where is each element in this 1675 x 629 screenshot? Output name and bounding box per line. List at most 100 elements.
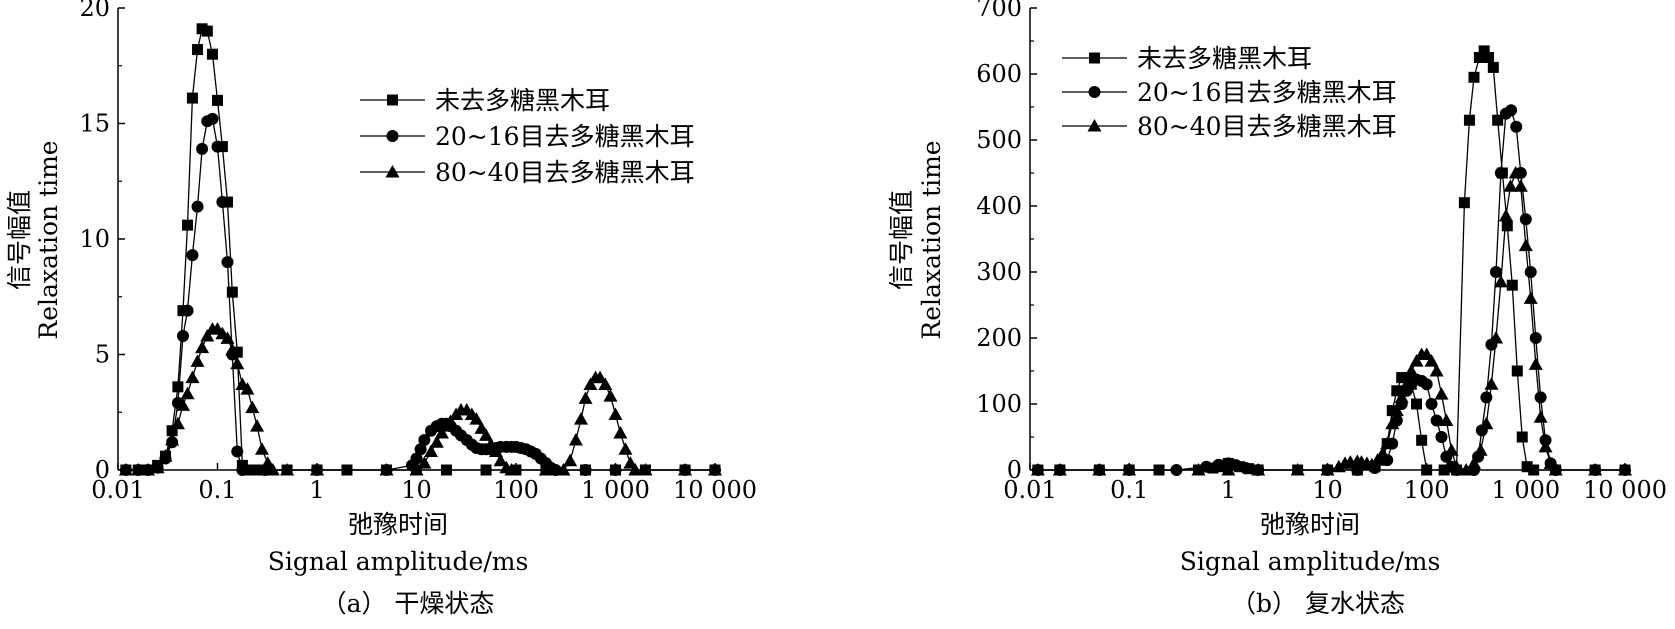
data-point-triangle	[265, 463, 280, 476]
data-point-circle	[414, 443, 427, 456]
legend-marker-square	[1089, 52, 1100, 64]
legend-label: 未去多糖黑木耳	[1137, 44, 1312, 73]
data-point-triangle	[175, 398, 190, 411]
data-point-circle	[1505, 104, 1518, 117]
data-point-triangle	[618, 442, 633, 455]
data-point-triangle	[200, 329, 215, 342]
data-point-triangle	[598, 377, 613, 391]
data-point-square	[226, 286, 238, 298]
data-point-square	[480, 464, 492, 476]
y-tick-label: 500	[976, 126, 1022, 154]
data-point-triangle	[417, 456, 432, 469]
series-line	[1037, 109, 1625, 471]
legend-marker-circle	[386, 130, 399, 142]
data-point-triangle	[1370, 453, 1385, 466]
data-point-square	[166, 425, 178, 437]
y-axis-label-cn: 信号幅值	[887, 190, 916, 290]
data-point-circle	[1435, 431, 1448, 443]
data-point-circle	[216, 196, 229, 209]
y-axis-label-en: Relaxation time	[34, 140, 63, 339]
data-point-triangle	[1221, 463, 1236, 476]
y-tick-label: 200	[976, 324, 1022, 352]
data-point-square	[1416, 434, 1428, 446]
y-tick-label: 100	[976, 390, 1022, 418]
data-point-triangle	[195, 340, 210, 354]
data-point-circle	[211, 140, 224, 153]
data-point-triangle	[1052, 463, 1067, 476]
data-point-triangle	[220, 331, 235, 344]
data-point-triangle	[250, 419, 265, 432]
y-tick-label: 5	[95, 341, 110, 369]
data-point-square	[1463, 114, 1475, 126]
data-point-triangle	[1508, 166, 1523, 179]
data-point-triangle	[1439, 413, 1454, 426]
data-point-triangle	[280, 463, 295, 476]
data-point-square	[1478, 45, 1490, 57]
x-tick-label: 1	[1221, 476, 1236, 504]
x-tick-label: 0.01	[1003, 476, 1056, 504]
y-tick-label: 600	[976, 60, 1022, 88]
series-square	[120, 23, 721, 476]
data-point-circle	[1534, 391, 1547, 404]
data-point-triangle	[150, 460, 165, 474]
data-point-square	[186, 92, 198, 104]
data-point-circle	[176, 330, 189, 343]
data-point-triangle	[489, 444, 504, 458]
data-point-square	[206, 48, 218, 60]
data-point-triangle	[1548, 463, 1563, 476]
data-point-triangle	[479, 428, 494, 441]
data-point-circle	[186, 249, 199, 262]
data-point-circle	[1524, 266, 1537, 278]
data-point-triangle	[1618, 463, 1632, 476]
data-point-triangle	[409, 463, 424, 476]
data-point-triangle	[1503, 179, 1518, 192]
x-tick-label: 10 000	[673, 476, 757, 504]
data-point-triangle	[424, 444, 439, 458]
data-point-circle	[231, 445, 244, 458]
data-point-triangle	[1538, 439, 1553, 453]
data-point-triangle	[1449, 459, 1464, 473]
data-point-triangle	[708, 463, 722, 476]
data-point-square	[1438, 464, 1450, 476]
data-point-square	[1492, 114, 1504, 126]
data-point-triangle	[1389, 403, 1404, 417]
data-point-triangle	[225, 342, 240, 356]
data-point-triangle	[1380, 436, 1395, 450]
data-point-triangle	[240, 382, 255, 395]
data-point-triangle	[131, 463, 146, 476]
data-point-square	[1458, 197, 1470, 209]
legend-label: 20~16目去多糖黑木耳	[1137, 78, 1397, 107]
y-tick-label: 0	[95, 456, 110, 484]
data-point-circle	[1489, 266, 1502, 278]
data-point-triangle	[638, 463, 653, 476]
data-point-triangle	[310, 463, 324, 476]
data-point-triangle	[1484, 377, 1499, 390]
x-tick-label: 100	[493, 476, 539, 504]
data-point-triangle	[556, 463, 571, 476]
data-point-triangle	[563, 453, 578, 467]
legend: 未去多糖黑木耳 20~16目去多糖黑木耳 80~40目去多糖黑木耳	[1062, 44, 1397, 141]
data-point-triangle	[1375, 446, 1390, 459]
data-point-circle	[609, 464, 622, 476]
x-tick-label: 1 000	[1491, 476, 1560, 504]
data-point-circle	[418, 433, 431, 446]
data-point-triangle	[429, 435, 444, 448]
data-point-triangle	[254, 442, 269, 455]
data-point-triangle	[443, 414, 458, 427]
data-point-square	[1468, 71, 1480, 83]
data-point-triangle	[1399, 377, 1414, 390]
x-tick-label: 100	[1404, 476, 1450, 504]
data-point-triangle	[245, 400, 260, 414]
data-point-square	[1487, 61, 1499, 73]
data-point-triangle	[1488, 331, 1503, 344]
data-point-triangle	[623, 456, 638, 469]
data-point-triangle	[583, 377, 598, 391]
data-point-square	[1207, 462, 1219, 474]
series-line	[1037, 171, 1625, 471]
data-point-triangle	[1588, 463, 1603, 476]
data-point-triangle	[483, 437, 498, 451]
chart-caption: （a） 干燥状态	[322, 589, 495, 618]
data-point-circle	[196, 142, 209, 155]
data-point-triangle	[185, 370, 200, 384]
y-tick-label: 300	[976, 258, 1022, 286]
